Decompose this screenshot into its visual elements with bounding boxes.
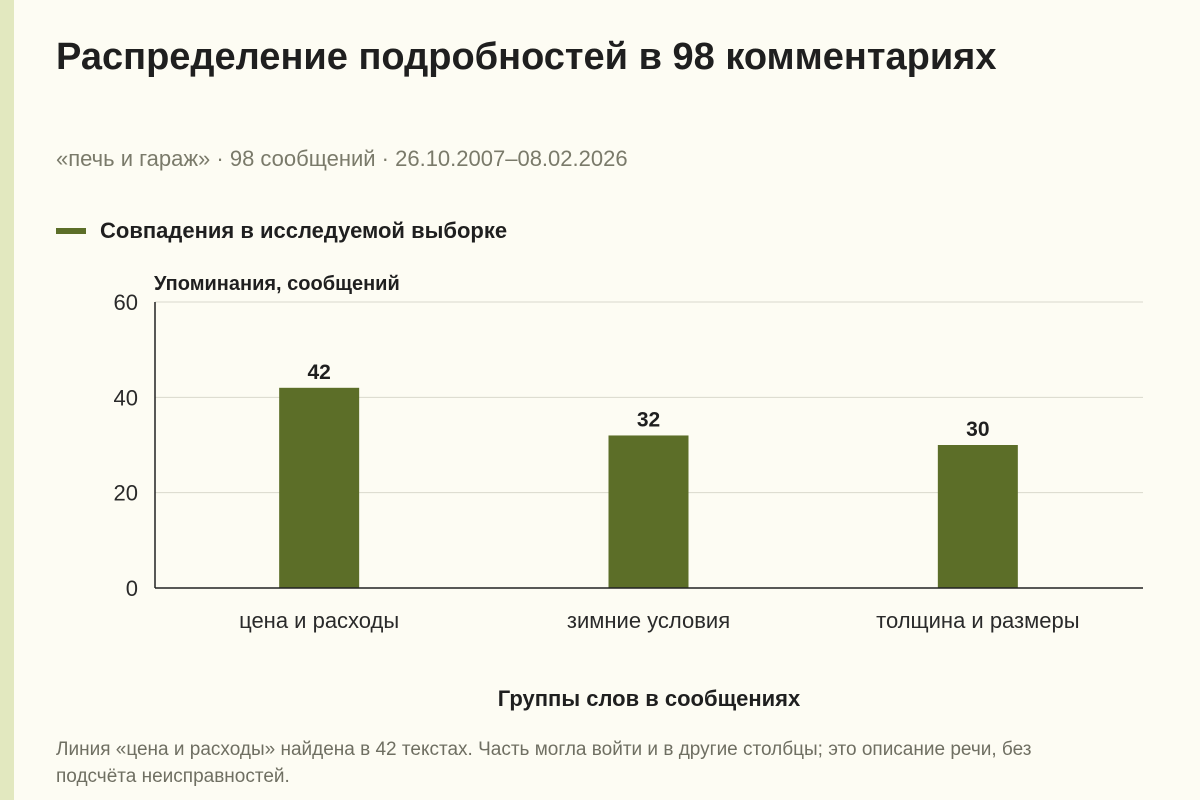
- bar-value-label: 32: [637, 408, 660, 431]
- y-tick-label: 40: [114, 385, 138, 410]
- legend-swatch: [56, 228, 86, 234]
- bar-value-label: 42: [307, 361, 330, 384]
- y-tick-label: 20: [114, 481, 138, 506]
- x-tick-label: цена и расходы: [239, 608, 399, 633]
- x-axis-label-text: Группы слов в сообщениях: [497, 686, 801, 711]
- bar: [937, 445, 1018, 588]
- page-title: Распределение подробностей в 98 коммента…: [56, 36, 997, 78]
- bar-value-label: 30: [966, 418, 989, 441]
- x-tick-label: толщина и размеры: [876, 608, 1079, 633]
- bar: [608, 435, 689, 588]
- y-axis-label: Упоминания, сообщений: [154, 273, 400, 295]
- x-axis-label: Группы слов в сообщениях: [0, 686, 1200, 712]
- x-tick-label: зимние условия: [567, 608, 730, 633]
- y-tick-label: 60: [114, 290, 138, 315]
- bar: [279, 387, 360, 588]
- left-accent-bar: [0, 0, 14, 800]
- footnote: Линия «цена и расходы» найдена в 42 текс…: [56, 739, 1032, 787]
- legend-label: Совпадения в исследуемой выборке: [100, 218, 508, 243]
- page-subtitle: «печь и гараж» · 98 сообщений · 26.10.20…: [56, 146, 628, 171]
- legend: Совпадения в исследуемой выборке: [56, 218, 507, 244]
- y-tick-label: 0: [126, 576, 138, 601]
